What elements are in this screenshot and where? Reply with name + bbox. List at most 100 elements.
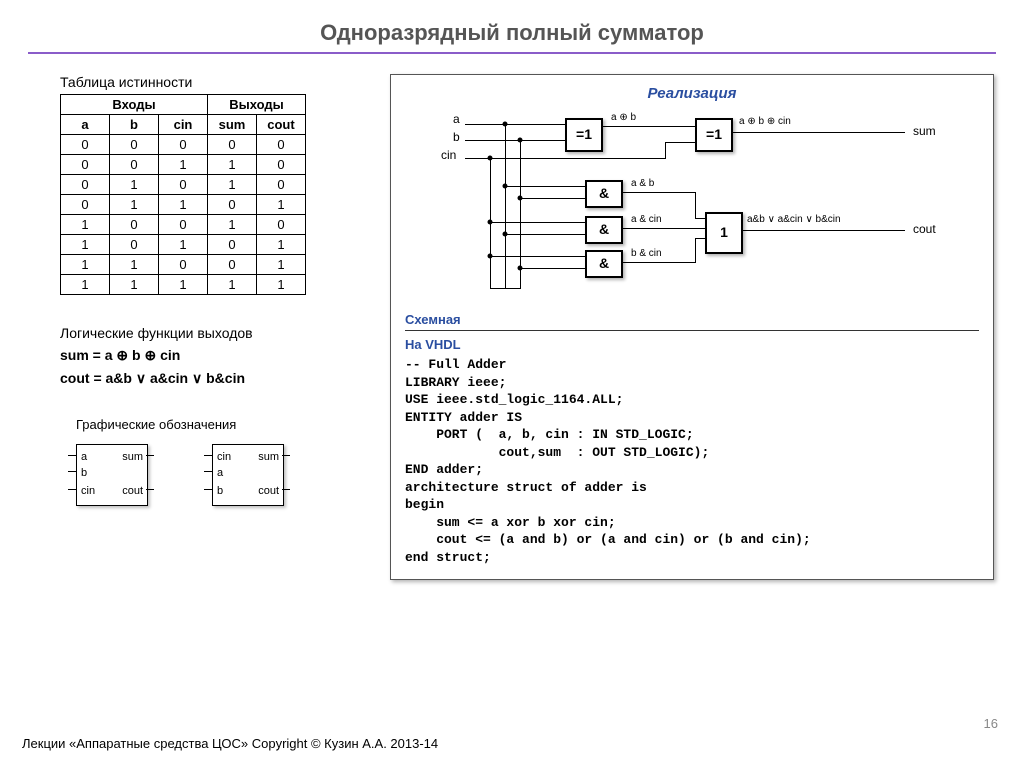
symbol-row: a b cin sum cout cin a b sum cout: [60, 440, 370, 510]
table-cell: 1: [61, 235, 110, 255]
label-a: a: [453, 112, 460, 126]
table-cell: 1: [208, 215, 257, 235]
table-row: 00000: [61, 135, 306, 155]
table-cell: 0: [257, 155, 306, 175]
table-cell: 1: [159, 155, 208, 175]
table-cell: 0: [61, 175, 110, 195]
table-cell: 1: [159, 195, 208, 215]
col-cin: cin: [159, 115, 208, 135]
and2-gate: &: [585, 216, 623, 244]
divider-1: [405, 330, 979, 331]
table-cell: 0: [208, 255, 257, 275]
table-cell: 0: [159, 135, 208, 155]
xor2-gate: =1: [695, 118, 733, 152]
table-cell: 1: [110, 175, 159, 195]
table-row: 00110: [61, 155, 306, 175]
truth-table-caption: Таблица истинности: [60, 74, 370, 90]
annot-or-out: a&b ∨ a&cin ∨ b&cin: [747, 214, 841, 225]
pin-a: a: [81, 451, 87, 463]
table-cell: 0: [208, 135, 257, 155]
symbol-box-1: a b cin sum cout: [60, 440, 160, 510]
table-cell: 0: [159, 215, 208, 235]
table-row: 01101: [61, 195, 306, 215]
xor1-gate: =1: [565, 118, 603, 152]
annot-a-and-b: a & b: [631, 178, 654, 189]
table-row: 10010: [61, 215, 306, 235]
table-cell: 0: [159, 175, 208, 195]
realization-box: Реализация a b cin: [390, 74, 994, 580]
table-cell: 1: [257, 255, 306, 275]
page-number: 16: [984, 716, 998, 731]
graphic-symbols-heading: Графические обозначения: [76, 417, 370, 432]
table-cell: 0: [110, 215, 159, 235]
table-cell: 0: [110, 155, 159, 175]
pin-sum2: sum: [258, 451, 279, 463]
or-gate: 1: [705, 212, 743, 254]
pin-cout: cout: [122, 485, 143, 497]
table-cell: 0: [208, 195, 257, 215]
th-inputs: Входы: [61, 95, 208, 115]
pin-b: b: [81, 467, 87, 479]
table-cell: 1: [110, 255, 159, 275]
table-cell: 0: [61, 155, 110, 175]
table-row: 10101: [61, 235, 306, 255]
right-column: Реализация a b cin: [370, 64, 1014, 580]
table-cell: 0: [159, 255, 208, 275]
col-cout: cout: [257, 115, 306, 135]
table-cell: 1: [257, 195, 306, 215]
title-underline: [28, 52, 996, 54]
table-cell: 1: [110, 275, 159, 295]
table-cell: 1: [208, 175, 257, 195]
table-cell: 1: [61, 255, 110, 275]
table-cell: 1: [208, 275, 257, 295]
page-title: Одноразрядный полный сумматор: [0, 0, 1024, 52]
and1-gate: &: [585, 180, 623, 208]
sum-equation: sum = a ⊕ b ⊕ cin: [60, 347, 370, 364]
table-cell: 0: [110, 235, 159, 255]
col-b: b: [110, 115, 159, 135]
table-cell: 1: [208, 155, 257, 175]
schematic-label: Схемная: [405, 312, 979, 327]
cout-equation: cout = a&b ∨ a&cin ∨ b&cin: [60, 370, 370, 387]
table-cell: 1: [61, 215, 110, 235]
pin-cin2: cin: [217, 451, 231, 463]
label-cout: cout: [913, 222, 936, 236]
pin-cout2: cout: [258, 485, 279, 497]
logic-heading: Логические функции выходов: [60, 325, 370, 341]
table-cell: 0: [257, 175, 306, 195]
th-outputs: Выходы: [208, 95, 306, 115]
table-cell: 0: [257, 135, 306, 155]
left-column: Таблица истинности Входы Выходы a b cin …: [10, 64, 370, 580]
table-cell: 1: [110, 195, 159, 215]
annot-a-and-cin: a & cin: [631, 214, 662, 225]
table-cell: 1: [159, 275, 208, 295]
table-cell: 0: [61, 195, 110, 215]
main-content: Таблица истинности Входы Выходы a b cin …: [0, 64, 1024, 580]
logic-functions: Логические функции выходов sum = a ⊕ b ⊕…: [60, 325, 370, 387]
table-cell: 0: [257, 215, 306, 235]
pin-b2: b: [217, 485, 223, 497]
table-row: 11001: [61, 255, 306, 275]
table-cell: 1: [257, 235, 306, 255]
pin-cin: cin: [81, 485, 95, 497]
truth-table: Входы Выходы a b cin sum cout 0000000110…: [60, 94, 306, 295]
vhdl-code: -- Full Adder LIBRARY ieee; USE ieee.std…: [405, 356, 979, 567]
table-cell: 0: [208, 235, 257, 255]
and3-gate: &: [585, 250, 623, 278]
realization-title: Реализация: [405, 85, 979, 102]
pin-a2: a: [217, 467, 223, 479]
table-cell: 0: [110, 135, 159, 155]
table-cell: 1: [61, 275, 110, 295]
col-a: a: [61, 115, 110, 135]
symbol-box-2: cin a b sum cout: [196, 440, 296, 510]
table-cell: 0: [61, 135, 110, 155]
footer: Лекции «Аппаратные средства ЦОС» Copyrig…: [22, 736, 438, 751]
annot-sum: a ⊕ b ⊕ cin: [739, 116, 791, 127]
table-row: 11111: [61, 275, 306, 295]
label-sum: sum: [913, 124, 936, 138]
label-b: b: [453, 130, 460, 144]
annot-a-xor-b: a ⊕ b: [611, 112, 636, 123]
table-cell: 1: [159, 235, 208, 255]
label-cin: cin: [441, 148, 456, 162]
circuit-diagram: a b cin: [405, 106, 979, 306]
